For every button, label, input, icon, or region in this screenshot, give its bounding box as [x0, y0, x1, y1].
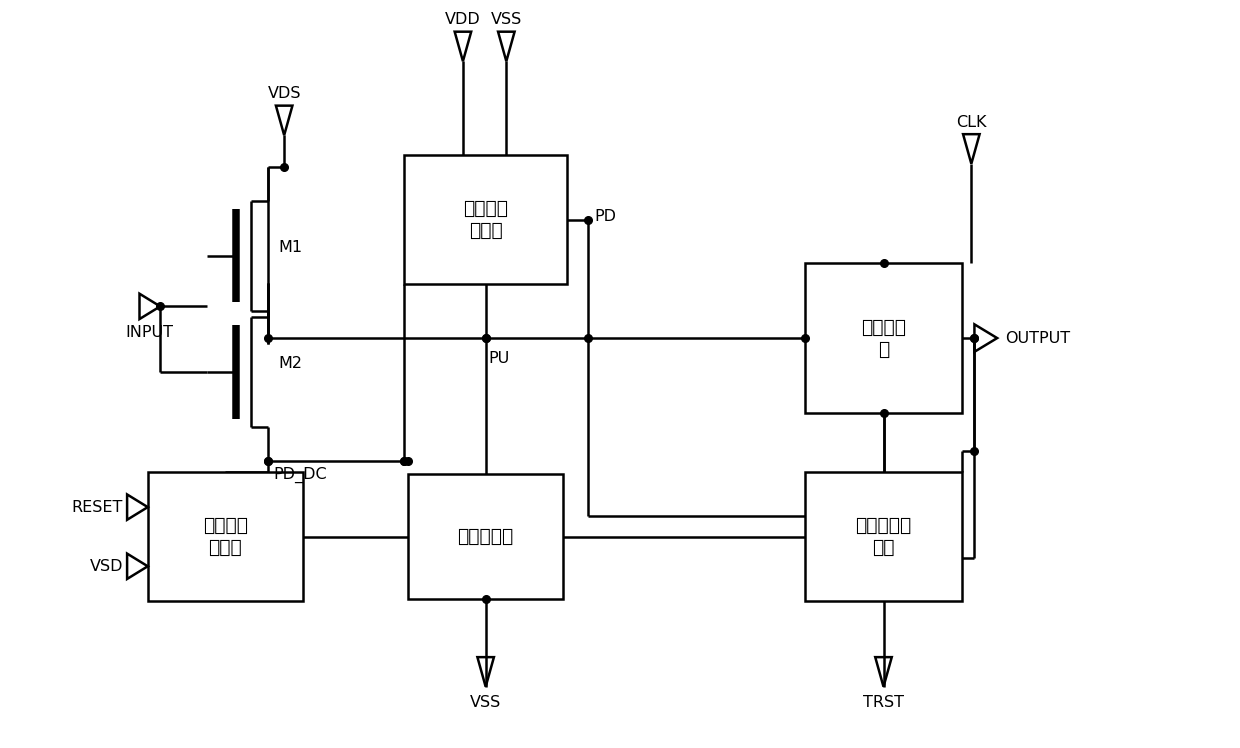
Text: VDS: VDS: [268, 87, 301, 102]
Text: VDD: VDD: [445, 13, 481, 28]
Text: 第二复位子
电路: 第二复位子 电路: [856, 516, 911, 557]
Text: M1: M1: [278, 239, 303, 255]
Text: M2: M2: [278, 356, 303, 371]
Text: CLK: CLK: [956, 115, 987, 130]
Text: TRST: TRST: [863, 695, 904, 710]
Text: VSS: VSS: [470, 695, 501, 710]
Bar: [805, 472, 962, 601]
Bar: [404, 156, 568, 284]
Text: 输出子电
路: 输出子电 路: [861, 318, 906, 358]
Bar: [148, 472, 303, 601]
Bar: [805, 263, 962, 413]
Text: OUTPUT: OUTPUT: [1006, 331, 1070, 346]
Text: 下拉子电路: 下拉子电路: [458, 527, 513, 546]
Text: INPUT: INPUT: [125, 325, 174, 340]
Text: 第一复位
子电路: 第一复位 子电路: [203, 516, 248, 557]
Text: VSS: VSS: [491, 13, 522, 28]
Bar: [408, 474, 563, 599]
Text: PD_DC: PD_DC: [274, 467, 327, 483]
Text: PD: PD: [594, 209, 616, 224]
Text: PU: PU: [489, 351, 510, 366]
Text: RESET: RESET: [72, 500, 123, 515]
Text: VSD: VSD: [89, 559, 123, 574]
Text: 下拉控制
子电路: 下拉控制 子电路: [464, 199, 508, 240]
